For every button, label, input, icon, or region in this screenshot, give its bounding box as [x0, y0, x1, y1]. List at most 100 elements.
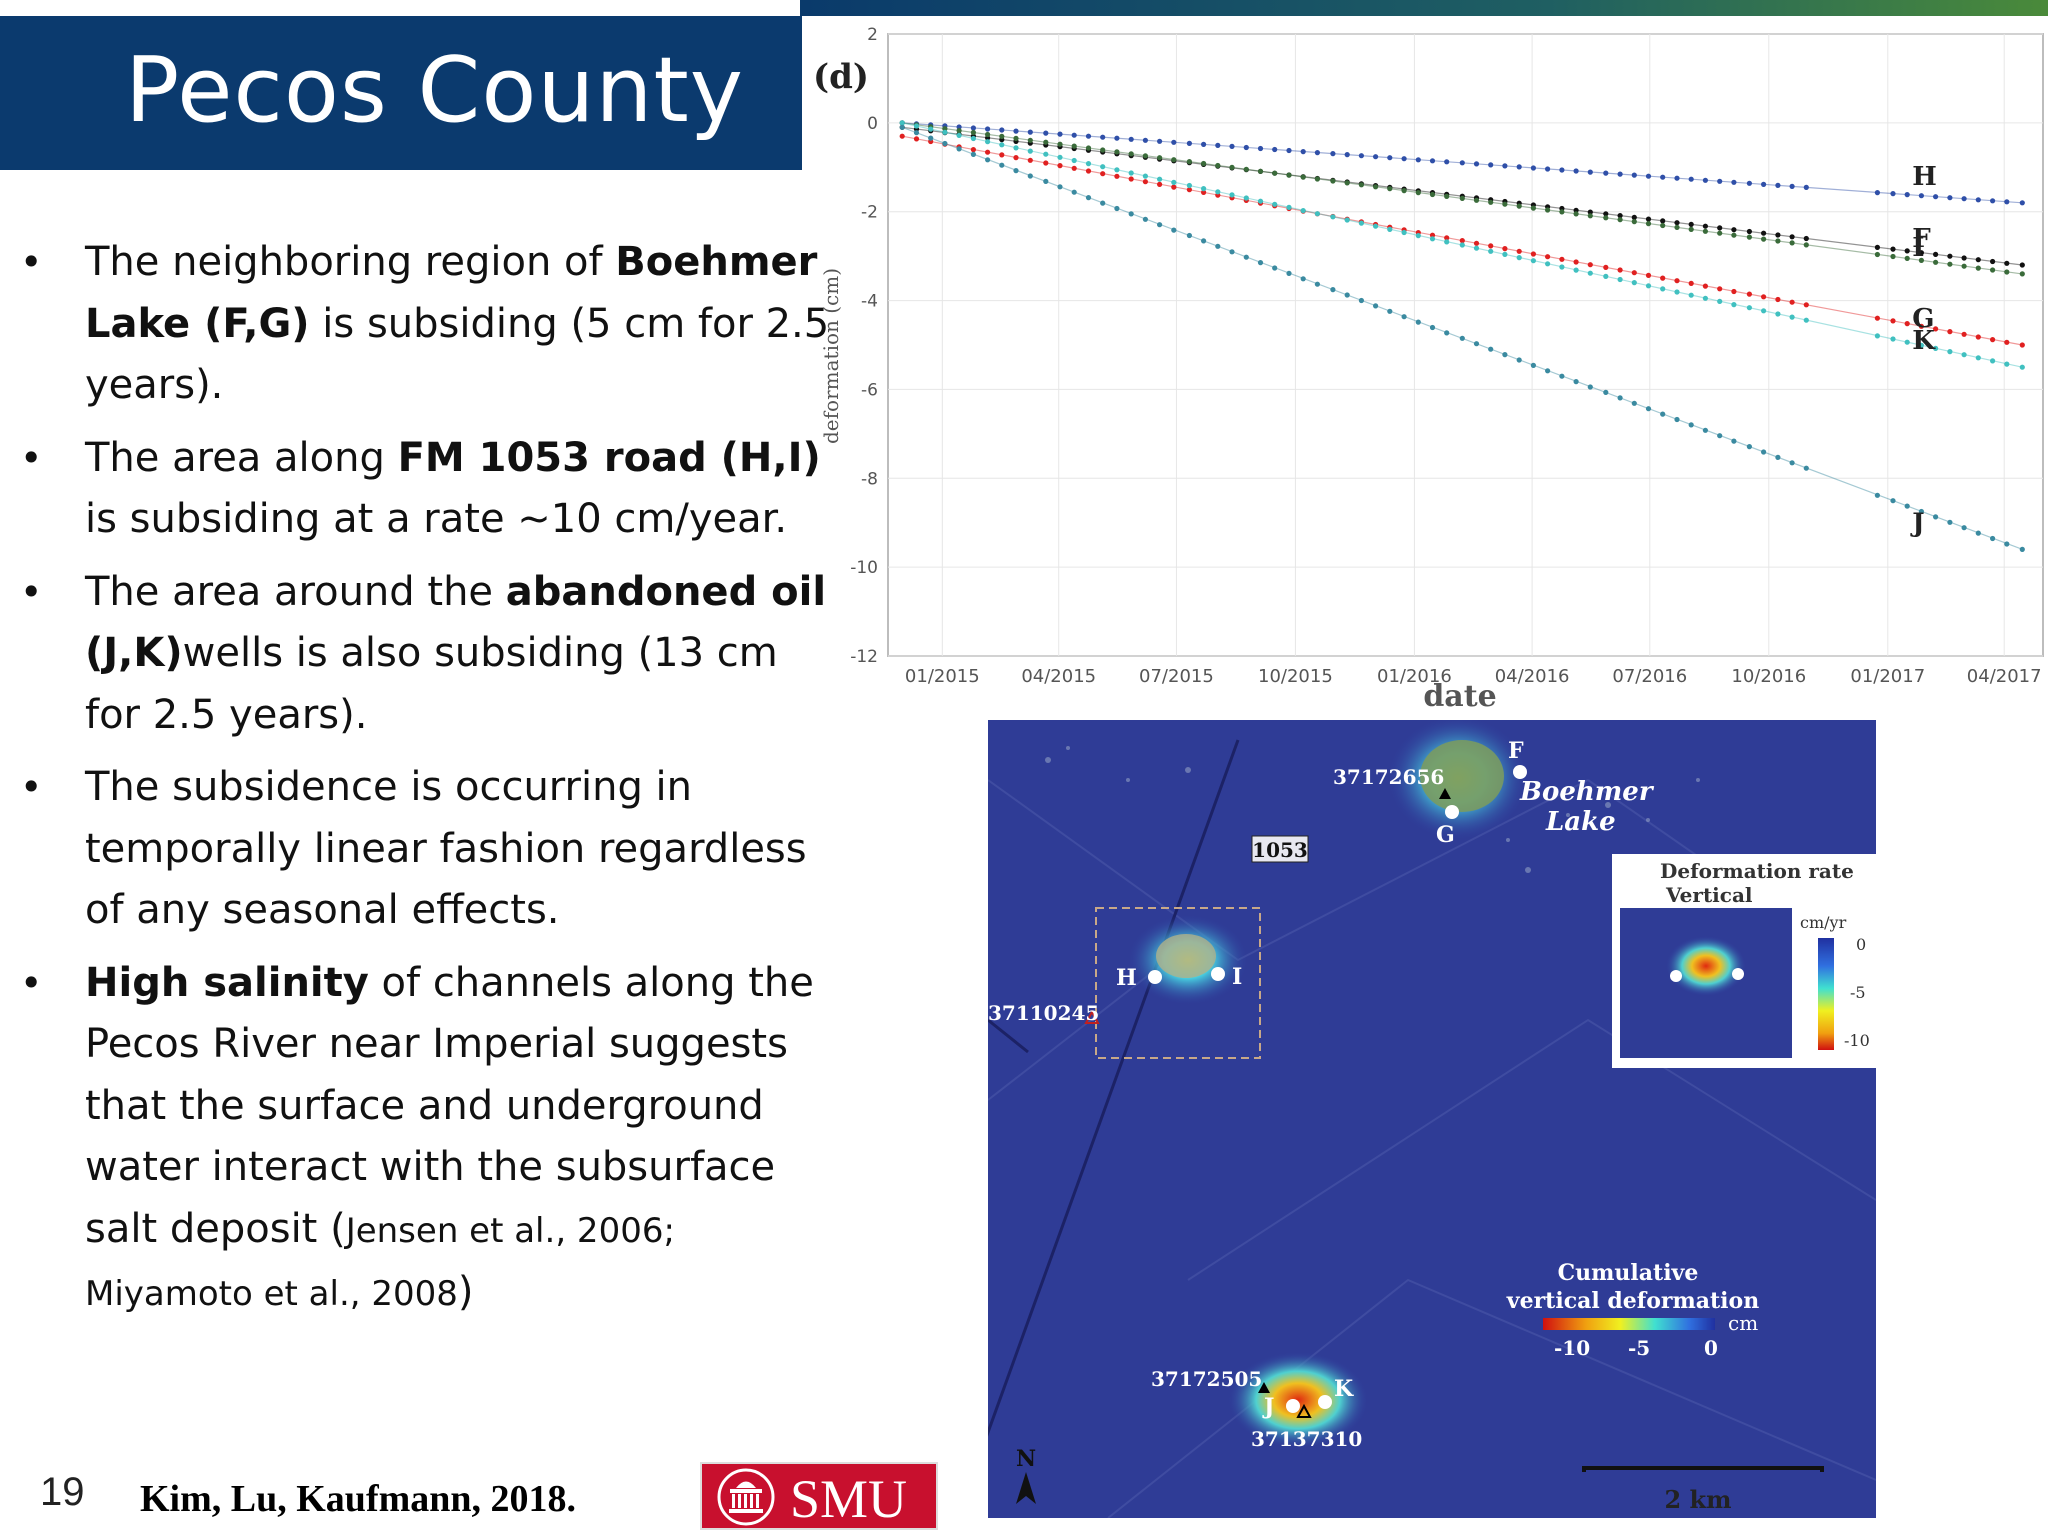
data-point-K — [1947, 349, 1953, 355]
data-point-H — [1201, 141, 1207, 147]
data-point-I — [1488, 199, 1494, 205]
inset-unit: cm/yr — [1800, 913, 1847, 932]
data-point-H — [1530, 165, 1536, 171]
chart-grid — [888, 33, 2043, 657]
data-point-H — [1330, 151, 1336, 157]
data-point-H — [1761, 181, 1767, 187]
data-point-K — [1186, 182, 1192, 189]
data-point-K — [1330, 214, 1336, 220]
data-point-J — [1300, 276, 1306, 282]
lake-label-line1: Boehmer — [1519, 777, 1655, 807]
label-J: J — [1262, 1394, 1274, 1420]
data-point-G — [1688, 280, 1694, 286]
data-point-G — [1013, 155, 1019, 161]
data-point-G — [1603, 264, 1609, 270]
data-point-K — [1387, 226, 1393, 232]
data-point-I — [1330, 178, 1336, 184]
data-point-I — [970, 129, 976, 136]
data-point-K — [1674, 289, 1680, 295]
road-label: 1053 — [1252, 838, 1308, 862]
data-point-G — [2019, 342, 2025, 348]
bullet-text: of channels along the Pecos River near I… — [85, 959, 814, 1252]
data-point-H — [1717, 178, 1723, 184]
data-point-J — [1890, 498, 1896, 504]
north-arrow: N — [1016, 1446, 1036, 1504]
data-point-H — [956, 124, 962, 130]
data-point-K — [1013, 145, 1019, 151]
data-point-H — [1415, 157, 1421, 163]
bullet-marker: • — [20, 435, 43, 480]
data-point-J — [1128, 211, 1134, 217]
data-point-H — [1702, 177, 1708, 183]
series-labels: H FI GK J — [1910, 162, 1937, 539]
data-point-J — [1961, 525, 1967, 531]
data-point-F — [2004, 260, 2010, 266]
data-point-F — [1746, 228, 1752, 235]
data-point-J — [1975, 530, 1981, 536]
data-point-K — [1702, 295, 1708, 301]
plot-frame — [887, 33, 2044, 657]
scale-bar: 2 km — [1582, 1466, 1824, 1514]
data-point-J — [1387, 308, 1393, 314]
data-point-H — [1229, 143, 1235, 149]
data-point-F — [1731, 227, 1737, 233]
data-point-I — [942, 126, 948, 132]
x-tick-labels: 01/2015 04/2015 07/2015 10/2015 01/2016 04/20… — [905, 666, 2042, 687]
series-label-I: I — [1912, 233, 1924, 263]
data-point-J — [1702, 427, 1708, 433]
data-point-J — [1429, 324, 1436, 331]
data-point-H — [1631, 172, 1637, 178]
data-point-H — [1502, 163, 1508, 169]
data-point-H — [1314, 150, 1320, 156]
data-point-G — [899, 133, 905, 139]
data-point-I — [1186, 159, 1192, 165]
scale-bar-line — [1582, 1466, 1824, 1472]
data-point-H — [1027, 129, 1033, 135]
legend-colorbar — [1543, 1318, 1715, 1330]
data-point-K — [985, 139, 991, 145]
data-point-H — [1344, 152, 1350, 158]
data-point-H — [2004, 199, 2010, 205]
data-point-I — [1100, 147, 1106, 153]
data-point-I — [1933, 259, 1939, 265]
data-point-F — [1674, 220, 1680, 226]
data-point-J — [1157, 222, 1163, 228]
data-point-J — [1444, 330, 1450, 336]
fm1053-pond — [1156, 934, 1216, 978]
data-point-H — [1874, 190, 1880, 196]
data-point-H — [1559, 167, 1565, 173]
data-point-G — [1717, 286, 1723, 292]
panel-label: (d) — [813, 57, 869, 97]
data-point-I — [1243, 166, 1249, 172]
data-point-G — [1645, 272, 1652, 278]
bullet-marker: • — [20, 569, 43, 614]
bullet-marker: • — [20, 960, 43, 1005]
x-tick-label: 04/2016 — [1495, 666, 1570, 687]
data-point-J — [1990, 535, 1996, 542]
well-id-37110245: 37110245 — [988, 1001, 1099, 1025]
x-tick-label: 04/2015 — [1021, 666, 1096, 687]
inset-panel: Deformation rate Vertical cm/yr 0 -5 -10 — [1612, 854, 1876, 1068]
data-point-G — [1803, 302, 1809, 308]
data-point-J — [1215, 243, 1221, 249]
data-point-I — [1645, 221, 1652, 227]
data-point-J — [1674, 416, 1680, 423]
data-point-J — [985, 157, 991, 163]
data-point-K — [1775, 311, 1781, 317]
data-point-J — [1516, 357, 1522, 363]
data-point-I — [1013, 135, 1019, 141]
well-id-37172656: 37172656 — [1333, 765, 1444, 789]
data-point-H — [1947, 195, 1953, 201]
data-point-H — [1516, 164, 1522, 170]
data-point-K — [1344, 217, 1350, 223]
data-point-J — [942, 140, 948, 147]
data-point-H — [1603, 170, 1609, 176]
legend-unit: cm — [1728, 1311, 1758, 1335]
data-point-G — [1043, 160, 1049, 166]
data-point-K — [1057, 154, 1063, 160]
data-point-H — [1358, 153, 1364, 159]
data-point-K — [1027, 148, 1033, 154]
data-point-K — [1890, 336, 1896, 342]
data-point-I — [1215, 162, 1221, 169]
data-point-I — [1444, 193, 1450, 199]
